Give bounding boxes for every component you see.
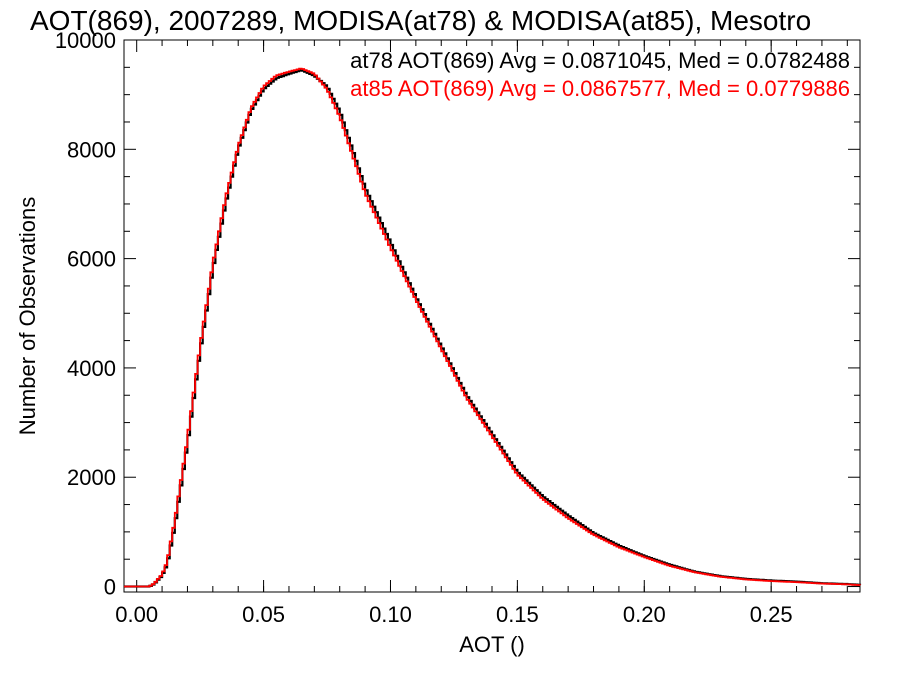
x-tick-label: 0.25	[750, 602, 793, 627]
y-axis: 0 2000 4000 6000 8000 10000	[55, 28, 860, 600]
x-axis-label: AOT ()	[459, 632, 525, 657]
y-tick-label: 2000	[67, 465, 116, 490]
series-line-at78	[124, 69, 862, 588]
y-tick-label: 8000	[67, 137, 116, 162]
x-tick-label: 0.20	[623, 602, 666, 627]
plot-frame	[123, 39, 861, 593]
series-layer	[124, 67, 862, 588]
y-tick-label: 6000	[67, 247, 116, 272]
y-tick-label: 10000	[55, 28, 116, 53]
chart-title: AOT(869), 2007289, MODISA(at78) & MODISA…	[30, 5, 811, 36]
legend-entry-at78: at78 AOT(869) Avg = 0.0871045, Med = 0.0…	[350, 48, 850, 73]
x-tick-label: 0.00	[115, 602, 158, 627]
y-axis-label: Number of Observations	[15, 197, 40, 435]
y-tick-label: 0	[104, 575, 116, 600]
y-tick-label: 4000	[67, 356, 116, 381]
x-tick-label: 0.05	[242, 602, 285, 627]
legend-entry-at85: at85 AOT(869) Avg = 0.0867577, Med = 0.0…	[350, 76, 850, 101]
x-tick-label: 0.15	[496, 602, 539, 627]
x-axis: 0.00 0.05 0.10 0.15 0.20 0.25	[115, 40, 848, 627]
series-line-at85	[124, 67, 861, 588]
x-tick-label: 0.10	[369, 602, 412, 627]
